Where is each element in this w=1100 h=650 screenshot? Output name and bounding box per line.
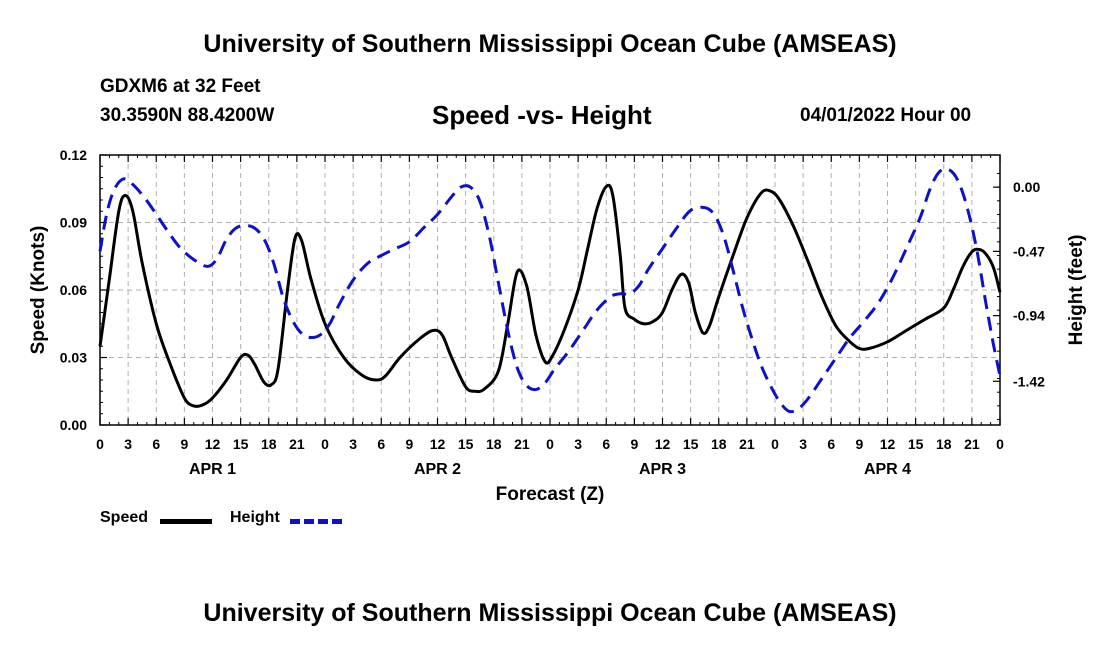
y-tick-label: 0.12 xyxy=(60,147,87,163)
day-label: APR 1 xyxy=(189,461,236,478)
x-tick-label: 15 xyxy=(458,436,474,452)
forecast-datetime: 04/01/2022 Hour 00 xyxy=(800,105,972,126)
x-tick-label: 18 xyxy=(261,436,277,452)
x-tick-label: 0 xyxy=(321,436,329,452)
x-tick-label: 0 xyxy=(96,436,104,452)
x-tick-label: 3 xyxy=(574,436,582,452)
day-label: APR 2 xyxy=(414,461,461,478)
x-tick-label: 12 xyxy=(655,436,671,452)
x-tick-label: 3 xyxy=(349,436,357,452)
day-label: APR 4 xyxy=(864,461,911,478)
x-tick-label: 3 xyxy=(124,436,132,452)
height-series-line xyxy=(98,167,1002,414)
legend-height-swatch xyxy=(290,519,342,524)
x-tick-label: 9 xyxy=(180,436,188,452)
legend-speed-swatch xyxy=(160,519,212,524)
series xyxy=(98,167,1002,414)
x-tick-label: 21 xyxy=(739,436,755,452)
footer-title: University of Southern Mississippi Ocean… xyxy=(203,599,897,627)
x-axis-label: Forecast (Z) xyxy=(496,484,605,505)
x-tick-label: 9 xyxy=(405,436,413,452)
y-axis-label: Speed (Knots) xyxy=(28,226,49,355)
chart-subtitle: Speed -vs- Height xyxy=(432,100,652,130)
y-tick-label: 0.06 xyxy=(60,282,87,298)
legend-speed-label: Speed xyxy=(100,509,149,526)
x-tick-label: 0 xyxy=(546,436,554,452)
x-tick-label: 0 xyxy=(771,436,779,452)
y2-axis-label: Height (feet) xyxy=(1066,235,1087,346)
y2-tick-label: 0.00 xyxy=(1013,179,1040,195)
x-tick-label: 6 xyxy=(827,436,835,452)
x-tick-label: 3 xyxy=(799,436,807,452)
y-tick-label: 0.03 xyxy=(60,350,87,366)
x-tick-label: 18 xyxy=(486,436,502,452)
axis-labels: 0 3 6 9 12 15 18 21 0 3 6 9 12 15 18 21 0 3 6 9 12 15 18 21 0 3 6 9… xyxy=(60,147,1045,478)
x-tick-label: 6 xyxy=(377,436,385,452)
x-tick-label: 9 xyxy=(630,436,638,452)
x-tick-label: 15 xyxy=(683,436,699,452)
x-tick-label: 12 xyxy=(205,436,221,452)
y2-tick-label: -0.94 xyxy=(1013,308,1045,324)
x-tick-label: 18 xyxy=(711,436,727,452)
x-tick-label: 21 xyxy=(289,436,305,452)
x-tick-label: 12 xyxy=(880,436,896,452)
x-tick-label: 9 xyxy=(855,436,863,452)
x-tick-label: 15 xyxy=(233,436,249,452)
speed-series-line xyxy=(98,183,1002,408)
y2-tick-label: -1.42 xyxy=(1013,373,1045,389)
x-tick-label: 18 xyxy=(936,436,952,452)
x-tick-label: 0 xyxy=(996,436,1004,452)
x-tick-label: 21 xyxy=(964,436,980,452)
day-label: APR 3 xyxy=(639,461,686,478)
x-tick-label: 21 xyxy=(514,436,530,452)
station-label: GDXM6 at 32 Feet xyxy=(100,76,261,97)
y-tick-label: 0.09 xyxy=(60,215,87,231)
chart-title: University of Southern Mississippi Ocean… xyxy=(203,30,897,58)
grid xyxy=(100,155,1000,425)
y-tick-label: 0.00 xyxy=(60,417,87,433)
coordinates-label: 30.3590N 88.4200W xyxy=(100,105,275,126)
x-tick-label: 15 xyxy=(908,436,924,452)
legend-height-label: Height xyxy=(230,509,280,526)
y2-tick-label: -0.47 xyxy=(1013,243,1045,259)
x-tick-label: 6 xyxy=(602,436,610,452)
x-tick-label: 6 xyxy=(152,436,160,452)
x-tick-label: 12 xyxy=(430,436,446,452)
